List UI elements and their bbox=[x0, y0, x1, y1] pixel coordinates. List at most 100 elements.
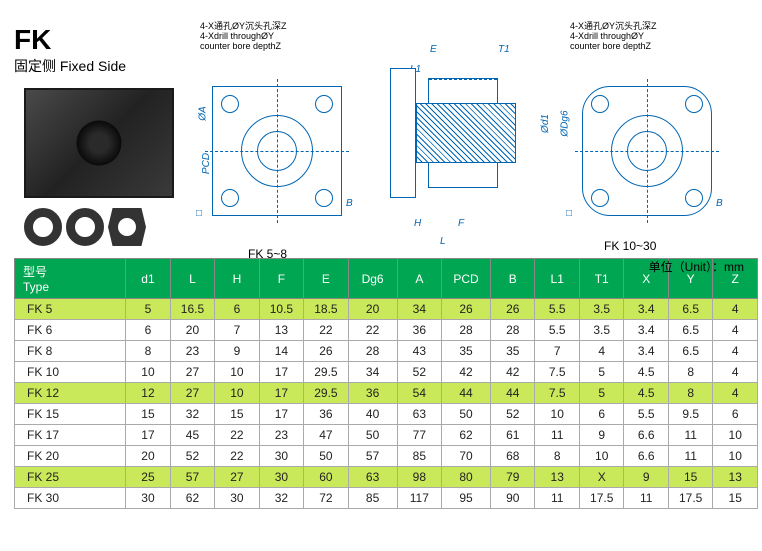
table-row: FK 101027101729.5345242427.554.584 bbox=[15, 362, 758, 383]
table-cell: 6.6 bbox=[624, 446, 668, 467]
table-cell: 5 bbox=[579, 383, 623, 404]
ring-icon bbox=[24, 208, 62, 246]
table-row: FK 2525572730606398807913X91513 bbox=[15, 467, 758, 488]
table-cell: FK 20 bbox=[15, 446, 126, 467]
table-cell: 80 bbox=[442, 467, 491, 488]
table-cell: 70 bbox=[442, 446, 491, 467]
ring-icon bbox=[66, 208, 104, 246]
table-row: FK 151532151736406350521065.59.56 bbox=[15, 404, 758, 425]
col-header: 型号Type bbox=[15, 259, 126, 299]
table-cell: 44 bbox=[491, 383, 535, 404]
table-cell: 13 bbox=[713, 467, 758, 488]
side-view-diagram: E T1 L1 Ød1 ØDg6 H F L bbox=[380, 8, 570, 258]
table-cell: 5.5 bbox=[535, 299, 579, 320]
table-cell: 52 bbox=[397, 362, 441, 383]
table-cell: 17 bbox=[259, 362, 303, 383]
table-cell: 68 bbox=[491, 446, 535, 467]
table-cell: 10 bbox=[579, 446, 623, 467]
table-cell: FK 25 bbox=[15, 467, 126, 488]
table-cell: 5.5 bbox=[624, 404, 668, 425]
table-cell: 4.5 bbox=[624, 362, 668, 383]
table-cell: 20 bbox=[348, 299, 397, 320]
table-cell: 5 bbox=[126, 299, 170, 320]
table-cell: 6 bbox=[126, 320, 170, 341]
table-cell: 6.5 bbox=[668, 341, 712, 362]
table-cell: 10 bbox=[713, 425, 758, 446]
table-cell: 47 bbox=[304, 425, 348, 446]
fk-large-label: FK 10~30 bbox=[604, 240, 656, 253]
table-cell: 28 bbox=[491, 320, 535, 341]
table-cell: 6 bbox=[713, 404, 758, 425]
table-cell: 15 bbox=[713, 488, 758, 509]
table-cell: 29.5 bbox=[304, 362, 348, 383]
table-cell: 6 bbox=[579, 404, 623, 425]
col-header: L1 bbox=[535, 259, 579, 299]
table-cell: 57 bbox=[170, 467, 214, 488]
table-cell: 4.5 bbox=[624, 383, 668, 404]
table-cell: 11 bbox=[535, 488, 579, 509]
table-cell: 11 bbox=[535, 425, 579, 446]
table-cell: 8 bbox=[668, 362, 712, 383]
table-cell: 50 bbox=[304, 446, 348, 467]
table-cell: 10 bbox=[713, 446, 758, 467]
table-cell: 61 bbox=[491, 425, 535, 446]
table-cell: 50 bbox=[442, 404, 491, 425]
table-cell: 36 bbox=[397, 320, 441, 341]
table-cell: 63 bbox=[348, 467, 397, 488]
table-cell: 10.5 bbox=[259, 299, 303, 320]
table-cell: 34 bbox=[348, 362, 397, 383]
col-header: d1 bbox=[126, 259, 170, 299]
table-cell: 79 bbox=[491, 467, 535, 488]
table-cell: 42 bbox=[491, 362, 535, 383]
col-header: L bbox=[170, 259, 214, 299]
fk-small-label: FK 5~8 bbox=[248, 248, 287, 261]
table-cell: 14 bbox=[259, 341, 303, 362]
table-cell: 52 bbox=[170, 446, 214, 467]
col-header: F bbox=[259, 259, 303, 299]
table-cell: 20 bbox=[170, 320, 214, 341]
table-cell: 11 bbox=[624, 488, 668, 509]
table-cell: 3.4 bbox=[624, 320, 668, 341]
table-cell: 8 bbox=[668, 383, 712, 404]
table-cell: 44 bbox=[442, 383, 491, 404]
table-cell: 6 bbox=[215, 299, 259, 320]
table-cell: 17 bbox=[126, 425, 170, 446]
table-cell: 4 bbox=[713, 341, 758, 362]
table-cell: 30 bbox=[259, 446, 303, 467]
table-cell: 3.5 bbox=[579, 320, 623, 341]
table-cell: 6.6 bbox=[624, 425, 668, 446]
table-cell: 62 bbox=[170, 488, 214, 509]
table-cell: 10 bbox=[126, 362, 170, 383]
table-row: FK 202052223050578570688106.61110 bbox=[15, 446, 758, 467]
table-cell: 9 bbox=[624, 467, 668, 488]
table-cell: 16.5 bbox=[170, 299, 214, 320]
table-cell: 42 bbox=[442, 362, 491, 383]
table-cell: 63 bbox=[397, 404, 441, 425]
table-cell: 22 bbox=[215, 446, 259, 467]
table-cell: 4 bbox=[713, 299, 758, 320]
unit-label: 单位（Unit）：mm bbox=[649, 258, 744, 275]
table-cell: 4 bbox=[713, 383, 758, 404]
col-header: PCD bbox=[442, 259, 491, 299]
table-cell: 34 bbox=[397, 299, 441, 320]
table-row: FK 121227101729.5365444447.554.584 bbox=[15, 383, 758, 404]
table-cell: FK 6 bbox=[15, 320, 126, 341]
table-cell: 40 bbox=[348, 404, 397, 425]
table-cell: 10 bbox=[215, 383, 259, 404]
table-cell: 9 bbox=[215, 341, 259, 362]
table-cell: FK 10 bbox=[15, 362, 126, 383]
table-cell: 26 bbox=[491, 299, 535, 320]
table-cell: 26 bbox=[442, 299, 491, 320]
table-cell: 43 bbox=[397, 341, 441, 362]
table-cell: 15 bbox=[668, 467, 712, 488]
table-cell: 7.5 bbox=[535, 383, 579, 404]
table-cell: 30 bbox=[259, 467, 303, 488]
table-cell: FK 5 bbox=[15, 299, 126, 320]
table-cell: FK 8 bbox=[15, 341, 126, 362]
col-header: E bbox=[304, 259, 348, 299]
table-cell: 23 bbox=[259, 425, 303, 446]
table-cell: 18.5 bbox=[304, 299, 348, 320]
table-cell: 72 bbox=[304, 488, 348, 509]
table-cell: 54 bbox=[397, 383, 441, 404]
table-cell: 6.5 bbox=[668, 299, 712, 320]
